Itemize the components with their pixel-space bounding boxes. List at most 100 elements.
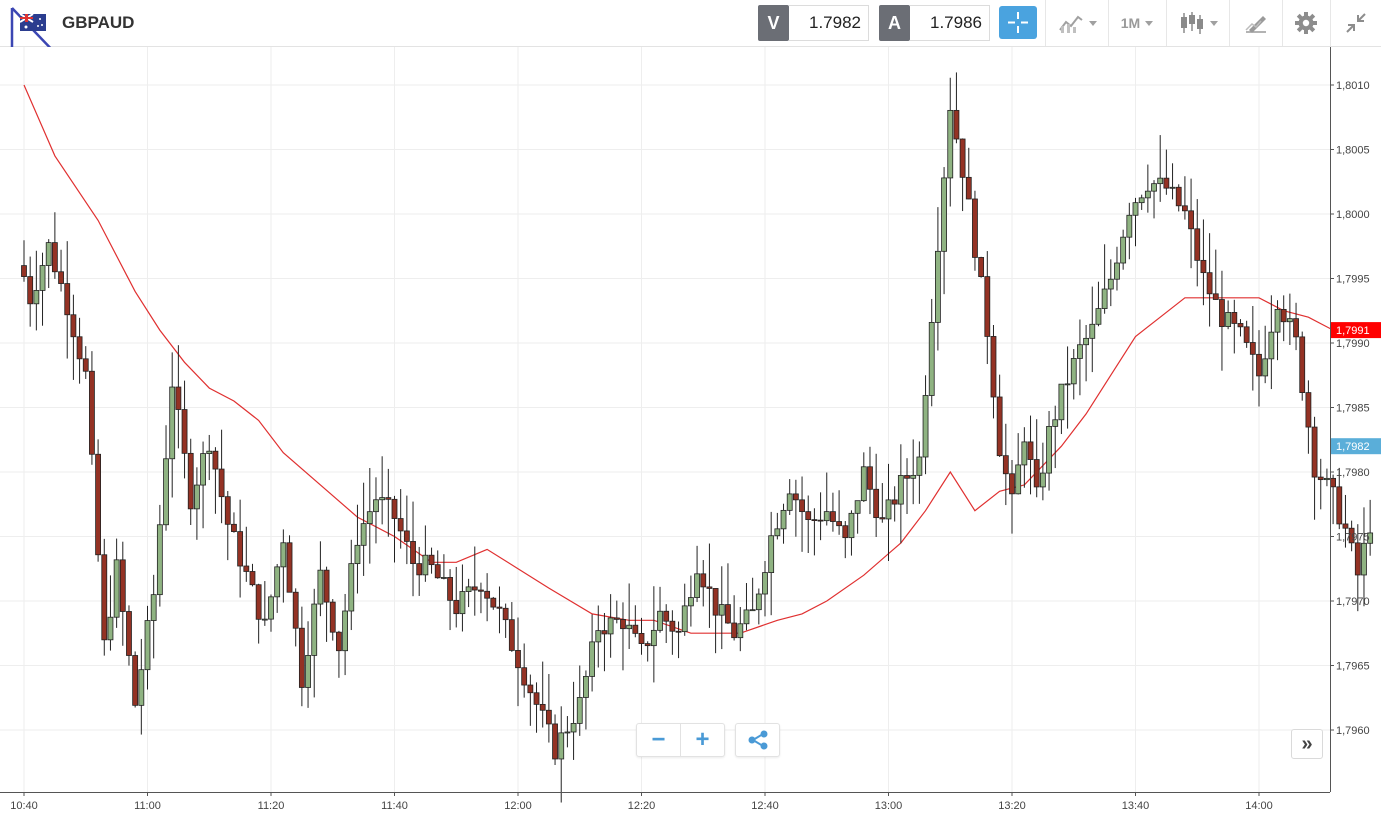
candle (712, 588, 719, 654)
candle (200, 441, 206, 529)
price-chart[interactable]: 1,8010 1,8005 1,8000 1,7995 1,7990 1,7985 1,79… (0, 47, 1381, 823)
candle (583, 670, 589, 730)
candle (904, 458, 910, 514)
candle (842, 521, 849, 559)
candle-body (799, 499, 805, 513)
candle (1231, 299, 1238, 354)
candle-body (156, 524, 163, 596)
candle-body (564, 731, 571, 734)
candle-body (64, 283, 71, 316)
candle-body (187, 452, 194, 510)
candle-body (521, 667, 528, 686)
draw-tools-button[interactable] (1236, 4, 1276, 42)
candle (867, 446, 873, 515)
zoom-in-icon: + (695, 726, 710, 753)
candle-body (1058, 383, 1065, 421)
candle (1305, 380, 1312, 454)
candle-body (169, 386, 176, 460)
candle-body (1188, 210, 1194, 230)
candle-body (144, 620, 151, 671)
candle-body (21, 265, 27, 277)
candle (1256, 330, 1262, 407)
candle (1132, 197, 1139, 247)
candle-body (1274, 308, 1281, 333)
share-button[interactable] (735, 723, 780, 757)
candle (138, 638, 145, 735)
settings-button[interactable] (1288, 4, 1324, 42)
candle (972, 190, 978, 271)
zoom-in-button[interactable]: + (680, 724, 724, 756)
chevron-down-icon (1145, 20, 1154, 26)
candle (64, 241, 71, 359)
indicators-button[interactable] (1052, 4, 1102, 42)
candle-body (823, 511, 830, 522)
candle (237, 499, 244, 598)
x-tick-label: 11:40 (381, 800, 408, 812)
candle-body (1330, 477, 1336, 488)
moving-average-layer (23, 84, 1358, 634)
collapse-icon (1346, 13, 1366, 33)
candle (348, 539, 355, 631)
candle (1336, 467, 1343, 530)
zoom-out-button[interactable]: − (637, 724, 680, 756)
candle-body (527, 684, 534, 694)
buy-quote-button[interactable]: A 1.7986 (879, 5, 990, 41)
candle-body (965, 176, 972, 200)
sell-quote-button[interactable]: V 1.7982 (758, 5, 869, 41)
x-tick-label: 12:20 (628, 800, 656, 812)
candle-body (879, 517, 886, 520)
candle-body (854, 500, 861, 514)
candle (144, 605, 151, 690)
candle (471, 546, 478, 616)
y-tick-label: 1,7995 (1336, 274, 1370, 286)
candle-body (1354, 542, 1361, 576)
collapse-button[interactable] (1336, 4, 1376, 42)
candle-body (1348, 527, 1355, 544)
candle-body (836, 521, 842, 527)
candle-body (1317, 476, 1324, 481)
crosshair-button[interactable] (999, 6, 1037, 39)
candle (521, 643, 528, 698)
candle (799, 476, 805, 552)
candle-body (1009, 473, 1015, 495)
x-tick-label: 13:20 (998, 800, 1026, 812)
candle (854, 500, 861, 534)
candle (928, 298, 935, 407)
candle (502, 603, 509, 638)
candle-body (959, 138, 966, 178)
chart-type-button[interactable] (1172, 4, 1224, 42)
symbol-title: GBPAUD (62, 13, 135, 32)
candle-body (552, 723, 558, 760)
candle-body (1138, 197, 1145, 204)
timeframe-select[interactable]: 1M (1114, 4, 1160, 42)
candle (595, 605, 602, 668)
scroll-forward-button[interactable]: » (1291, 729, 1323, 759)
candle-body (669, 620, 676, 632)
candle (1200, 219, 1207, 306)
candle (1342, 494, 1349, 548)
candle-body (1107, 278, 1114, 290)
candle-body (193, 484, 200, 510)
candle (1002, 423, 1009, 506)
candle (626, 583, 633, 649)
share-icon (748, 730, 767, 750)
candle-body (1052, 419, 1059, 427)
candle (1317, 458, 1324, 510)
ma-value-label: 1,7991 (1336, 325, 1370, 337)
candle (675, 621, 682, 659)
candle (95, 439, 101, 562)
candle (1039, 442, 1046, 501)
candle-body (755, 593, 762, 611)
candle (206, 434, 213, 481)
candle (360, 482, 367, 576)
candle-body (181, 409, 188, 454)
candle-body (1342, 523, 1349, 529)
candle (533, 682, 540, 733)
candle (589, 614, 595, 692)
candle-body (1361, 542, 1367, 576)
candle (51, 212, 58, 279)
candle-body (175, 386, 182, 410)
candle (737, 607, 744, 652)
candle (996, 374, 1003, 457)
candle (743, 583, 750, 631)
